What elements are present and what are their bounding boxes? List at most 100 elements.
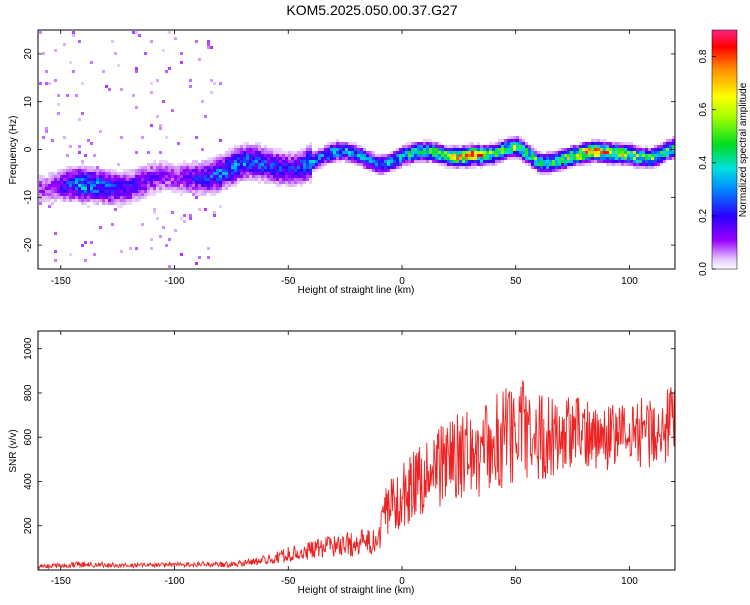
heatmap-cell-1420 [402, 160, 405, 163]
heatmap-cell-1272 [339, 148, 342, 151]
heatmap-cell-443 [135, 184, 138, 187]
heatmap-cell-814 [216, 187, 219, 190]
heatmap-cell-1720 [519, 142, 522, 145]
heatmap-cell-1173 [303, 163, 306, 166]
heatmap-cell-1132 [294, 151, 297, 154]
heatmap-cell-805 [216, 160, 219, 163]
heatmap-cell-1001 [261, 154, 264, 157]
heatmap-cell-934 [243, 178, 246, 181]
heatmap-cell-1692 [507, 154, 510, 157]
heatmap-cell-1787 [546, 151, 549, 154]
heatmap-cell-660 [186, 163, 189, 166]
heatmap-cell-149 [72, 187, 75, 190]
heatmap-cell-1462 [420, 151, 423, 154]
heatmap-cell-1579 [465, 157, 468, 160]
heatmap-cell-835 [222, 163, 225, 166]
heatmap-cell-611 [174, 166, 177, 169]
heatmap-cell-289 [102, 172, 105, 175]
heatmap-cell-1517 [441, 160, 444, 163]
heatmap-cell-938 [246, 151, 249, 154]
heatmap-cell-194 [81, 187, 84, 190]
heatmap-cell-623 [177, 166, 180, 169]
heatmap-cell-1625 [483, 145, 486, 148]
heatmap-cell-1424 [405, 148, 408, 151]
heatmap-cell-2092 [663, 151, 666, 154]
heatmap-cell-1537 [450, 151, 453, 154]
heatmap-cell-739 [201, 193, 204, 196]
heatmap-cell-1733 [522, 160, 525, 163]
heatmap-cell-728 [201, 160, 204, 163]
heatmap-cell-1329 [363, 157, 366, 160]
heatmap-cell-2080 [657, 163, 660, 166]
heatmap-cell-681 [189, 190, 192, 193]
heatmap-cell-1460 [420, 145, 423, 148]
heatmap-cell-831 [219, 205, 222, 208]
heatmap-cell-724 [198, 208, 201, 211]
heatmap-cell-1590 [468, 163, 471, 166]
heatmap-cell-1643 [489, 154, 492, 157]
heatmap-cell-1812 [555, 157, 558, 160]
heatmap-cell-1009 [261, 178, 264, 181]
heatmap-cell-197 [81, 196, 84, 199]
heatmap-cell-1051 [273, 160, 276, 163]
heatmap-cell-152 [72, 196, 75, 199]
heatmap-cell-1129 [291, 178, 294, 181]
heatmap-cell-1996 [624, 163, 627, 166]
heatmap-cell-1830 [561, 163, 564, 166]
heatmap-cell-722 [198, 190, 201, 193]
heatmap-cell-1595 [471, 151, 474, 154]
heatmap-cell-1008 [261, 175, 264, 178]
heatmap-cell-1278 [342, 145, 345, 148]
heatmap-cell-818 [219, 154, 222, 157]
heatmap-cell-1722 [519, 148, 522, 151]
heatmap-cell-1871 [579, 148, 582, 151]
heatmap-cell-1597 [471, 157, 474, 160]
heatmap-cell-2113 [672, 145, 675, 148]
heatmap-cell-1270 [339, 142, 342, 145]
heatmap-cell-1108 [288, 151, 291, 154]
heatmap-cell-155 [75, 166, 78, 169]
snr-x-tick-label-1: -100 [164, 576, 184, 587]
heatmap-cell-1893 [588, 142, 591, 145]
heatmap-cell-1938 [603, 154, 606, 157]
heatmap-cell-1077 [279, 163, 282, 166]
heatmap-cell-762 [207, 172, 210, 175]
heatmap-cell-1701 [510, 157, 513, 160]
heatmap-cell-506 [150, 169, 153, 172]
heatmap-cell-2098 [666, 145, 669, 148]
heatmap-cell-536 [156, 172, 159, 175]
heatmap-cell-278 [99, 178, 102, 181]
heatmap-cell-2046 [645, 151, 648, 154]
heatmap-cell-565 [162, 172, 165, 175]
heatmap-cell-482 [144, 181, 147, 184]
heatmap-cell-1895 [588, 148, 591, 151]
heatmap-cell-1518 [441, 163, 444, 166]
heatmap-cell-369 [120, 136, 123, 139]
heatmap-cell-256 [93, 193, 96, 196]
heatmap-cell-1764 [537, 151, 540, 154]
heatmap-cell-1354 [375, 157, 378, 160]
heatmap-cell-1321 [360, 151, 363, 154]
heatmap-cell-1373 [381, 172, 384, 175]
heatmap-cell-757 [207, 157, 210, 160]
heatmap-cell-1034 [267, 181, 270, 184]
heatmap-cell-1370 [381, 163, 384, 166]
heatmap-cell-581 [165, 181, 168, 184]
snr-y-tick-label-3: 800 [23, 384, 34, 401]
heatmap-cell-1063 [276, 160, 279, 163]
heatmap-cell-745 [204, 172, 207, 175]
heatmap-cell-944 [246, 169, 249, 172]
heatmap-cell-1273 [339, 151, 342, 154]
heatmap-cell-514 [150, 193, 153, 196]
heatmap-cell-1808 [552, 166, 555, 169]
heatmap-cell-573 [165, 136, 168, 139]
heatmap-cell-868 [228, 181, 231, 184]
heatmap-cell-1672 [501, 142, 504, 145]
heatmap-cell-462 [138, 199, 141, 202]
heatmap-cell-2100 [666, 151, 669, 154]
heatmap-cell-373 [120, 181, 123, 184]
heatmap-cell-245 [90, 241, 93, 244]
heatmap-cell-886 [234, 154, 237, 157]
heatmap-cell-1536 [450, 148, 453, 151]
heatmap-cell-1235 [324, 148, 327, 151]
